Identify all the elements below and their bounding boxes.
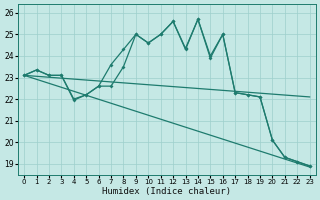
- X-axis label: Humidex (Indice chaleur): Humidex (Indice chaleur): [102, 187, 231, 196]
